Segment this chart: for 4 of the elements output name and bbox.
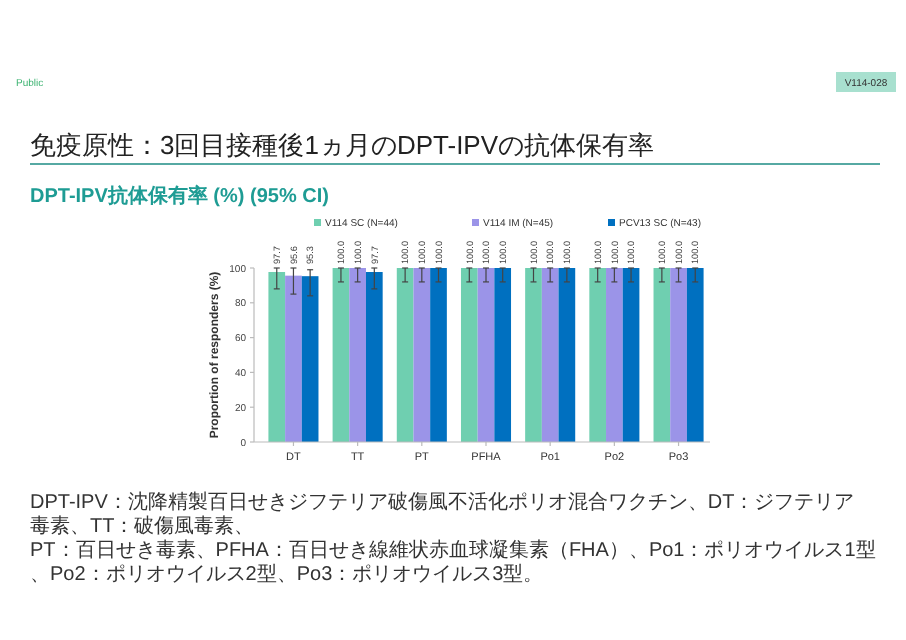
chart-title: 免疫原性：3回目接種後1ヵ月のDPT-IPVの抗体保有率 (30, 130, 655, 160)
text: PT：百日せき毒素、PFHA：百日せき線維状赤血球凝集素（FHA）、Po1：ポリオウイルス1型、Po2：ポリオウイルス2型、Po3：ポリオウイルス3型。 (30, 538, 876, 586)
chart-subtitle: DPT-IPV抗体保有率 (%) (95% CI) (30, 184, 329, 208)
text: DPT-IPV：沈降精製百日せきジフテリア破傷風不活化ポリオ混合ワクチン、DT：ジフテリア毒素、TT：破傷風毒素、 (30, 490, 855, 538)
